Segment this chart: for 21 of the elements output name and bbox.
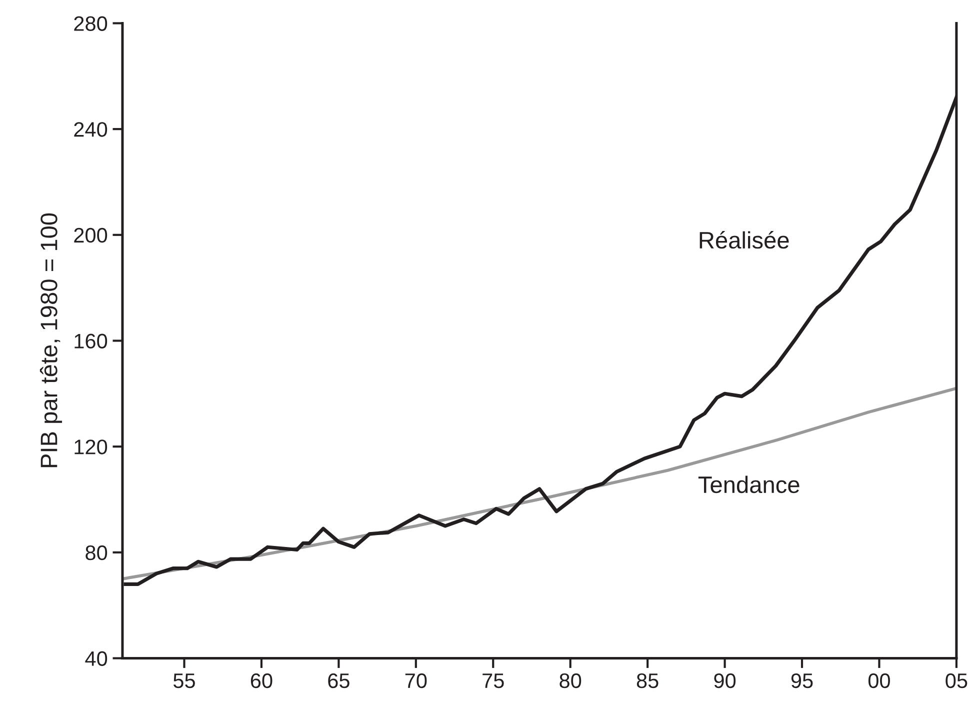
x-tick-label: 70 (405, 673, 427, 688)
x-tick-label: 85 (636, 673, 658, 688)
x-tick-label: 75 (482, 674, 504, 688)
x-tick-label: 00 (868, 673, 890, 688)
x-tick-label: 65 (328, 673, 350, 688)
x-tick-label: 60 (250, 673, 272, 688)
y-tick-label: 240 (74, 122, 108, 137)
y-tick-label: 280 (74, 16, 108, 31)
x-tick-label: 95 (791, 673, 813, 688)
y-tick-label: 120 (74, 440, 108, 454)
y-tick-label: 80 (86, 545, 108, 560)
x-tick-label: 90 (714, 673, 736, 688)
y-axis-title: PIB par tête, 1980 = 100 (40, 213, 62, 468)
x-tick-label: 55 (173, 674, 195, 688)
text: Réalisée (700, 231, 789, 249)
y-tick-label: 160 (74, 334, 108, 348)
series-label: Tendance (698, 476, 800, 494)
x-tick-label: 80 (560, 673, 582, 688)
y-tick-label: 40 (85, 651, 108, 666)
y-tick-label: 200 (74, 228, 108, 243)
x-tick-label: 05 (946, 673, 968, 688)
